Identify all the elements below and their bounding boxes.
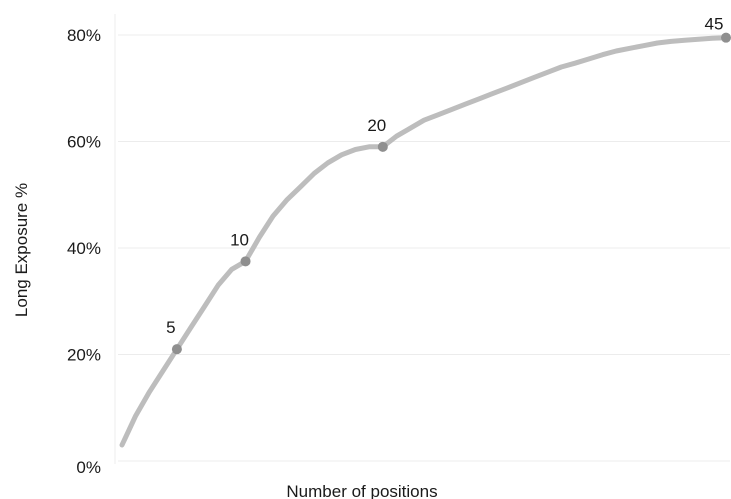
y-tick-label: 0% (76, 458, 101, 477)
highlighted-points (171, 32, 731, 355)
y-tick-label: 20% (67, 346, 101, 365)
data-point-label: 5 (166, 318, 175, 337)
y-tick-label: 80% (67, 26, 101, 45)
y-axis-title: Long Exposure % (12, 183, 31, 317)
series-layer (119, 35, 729, 448)
y-tick-label: 60% (67, 133, 101, 152)
y-axis-ticks: 0% 20% 40% 60% 80% (67, 26, 101, 477)
data-point-label: 20 (367, 116, 386, 135)
point-labels: 5 10 20 45 (166, 15, 723, 338)
series-line-0 (119, 35, 729, 448)
y-tick-label: 40% (67, 239, 101, 258)
data-point-label: 45 (705, 15, 724, 34)
data-point-marker (721, 32, 731, 43)
data-point-marker (240, 256, 251, 267)
gridlines (114, 14, 730, 464)
data-point-marker (171, 344, 182, 355)
x-axis-title: Number of positions (286, 482, 437, 499)
data-point-label: 10 (230, 230, 249, 249)
data-point-marker (377, 141, 388, 152)
